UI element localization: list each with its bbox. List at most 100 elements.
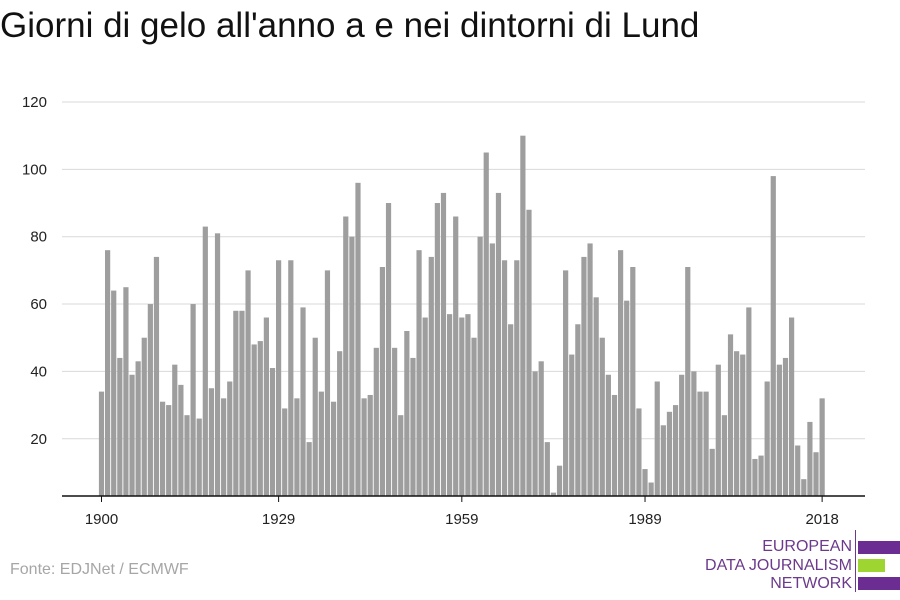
bar [135, 361, 141, 496]
bars [98, 135, 825, 497]
logo-line-2: DATA JOURNALISM [705, 556, 852, 574]
x-tick-label: 1900 [85, 511, 118, 528]
bar-chart: 20 40 60 80 100 120 1900 1929 1959 1989 2018 [22, 94, 865, 528]
bar [758, 455, 764, 496]
bar [563, 270, 569, 496]
bar [367, 394, 373, 496]
bar [440, 192, 447, 497]
bar [776, 364, 782, 496]
bar [501, 260, 508, 496]
bar [214, 233, 221, 496]
bar [190, 304, 196, 496]
bar [459, 317, 465, 496]
bar [111, 290, 117, 496]
bar [202, 226, 208, 496]
bar [764, 381, 770, 496]
bar [324, 270, 331, 496]
bar [159, 401, 166, 496]
bar [514, 260, 520, 496]
bar [196, 418, 202, 496]
bar [679, 374, 685, 496]
x-tick-label: 1929 [262, 511, 295, 528]
bar [636, 408, 642, 496]
logo-text: EUROPEAN DATA JOURNALISM NETWORK [705, 538, 852, 594]
bar [330, 401, 337, 496]
bar [428, 256, 434, 496]
bar [404, 330, 410, 496]
bar [434, 203, 440, 496]
bar [361, 398, 367, 496]
bar [123, 287, 129, 496]
bar [233, 310, 239, 496]
bar [624, 300, 630, 496]
bar [526, 209, 532, 496]
bar [642, 469, 648, 496]
x-tick-label: 1989 [628, 511, 661, 528]
bar [385, 203, 392, 496]
bar [105, 250, 111, 496]
bar [727, 334, 734, 496]
logo-bar-1 [858, 541, 900, 554]
bar [489, 243, 495, 496]
bar [355, 182, 361, 496]
bar [337, 351, 343, 496]
bar [422, 317, 428, 496]
bar [306, 442, 312, 496]
bar [660, 425, 666, 496]
bar [740, 354, 746, 496]
bar [813, 452, 819, 496]
bar [569, 354, 575, 496]
bar [611, 394, 618, 496]
bar [471, 337, 477, 496]
bar [477, 236, 483, 496]
bar [251, 344, 257, 496]
bar [556, 465, 563, 496]
bar [257, 341, 263, 496]
bar [208, 388, 215, 496]
bar [483, 152, 489, 496]
bar [630, 267, 636, 496]
y-tick-label: 20 [30, 431, 47, 448]
bar [672, 405, 679, 496]
y-tick-label: 100 [22, 161, 47, 178]
bar [593, 297, 599, 496]
logo-divider [855, 530, 856, 592]
bar [538, 361, 544, 496]
bar [153, 256, 160, 496]
bar [654, 381, 660, 496]
bar [685, 267, 691, 496]
edjnet-logo[interactable]: EUROPEAN DATA JOURNALISM NETWORK [700, 530, 900, 594]
logo-bar-3 [858, 577, 900, 590]
bar [666, 411, 673, 496]
bar [184, 415, 190, 496]
bar [788, 317, 795, 496]
bar [288, 260, 294, 496]
bar [221, 398, 227, 496]
bar [807, 421, 813, 496]
bar [715, 364, 721, 496]
bar [294, 398, 300, 496]
y-axis-ticks: 20 40 60 80 100 120 [22, 94, 47, 448]
bar [819, 398, 825, 496]
bar [734, 351, 740, 496]
bar [599, 337, 605, 496]
bar [770, 176, 776, 496]
y-tick-label: 120 [22, 94, 47, 111]
bar [550, 492, 557, 496]
bar [453, 216, 459, 496]
y-tick-label: 80 [30, 229, 47, 246]
bar [648, 482, 654, 496]
bar [129, 374, 135, 496]
bar [379, 267, 386, 496]
bar [587, 243, 593, 496]
logo-line-1: EUROPEAN [762, 538, 852, 555]
x-tick-label: 1959 [445, 511, 478, 528]
bar [312, 337, 318, 496]
bar [300, 307, 306, 496]
bar [349, 236, 355, 496]
source-note: Fonte: EDJNet / ECMWF [10, 561, 189, 578]
bar [691, 371, 697, 496]
bar [166, 405, 172, 496]
bar [544, 442, 550, 496]
bar [392, 347, 398, 496]
